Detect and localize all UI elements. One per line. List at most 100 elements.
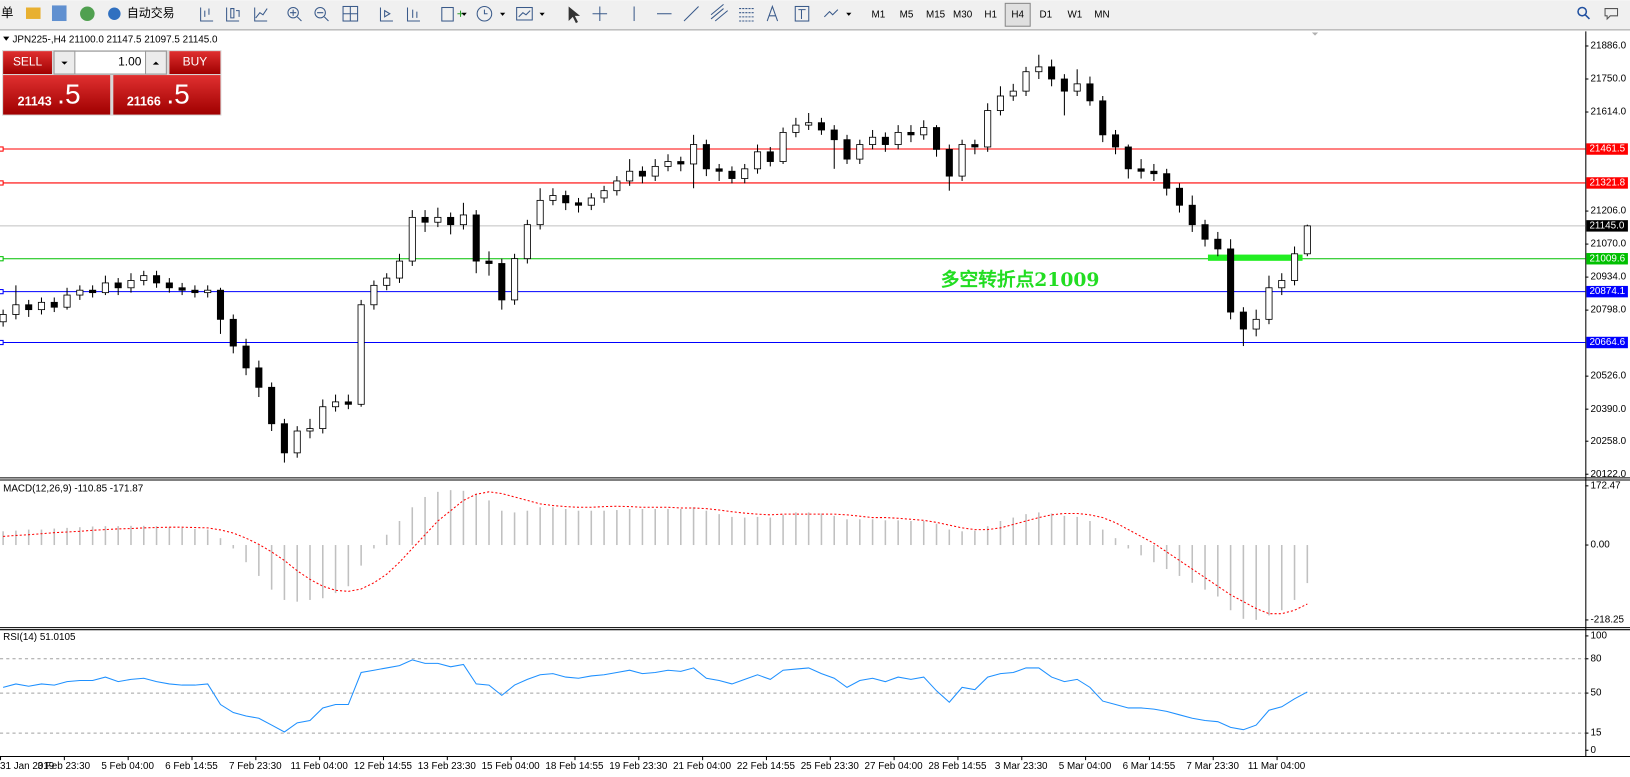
candle-body [587, 197, 595, 206]
y-tick-label: 20798.0 [1590, 305, 1626, 316]
toolbar-icons [200, 3, 839, 24]
icon[interactable] [406, 7, 420, 22]
macd-panel: MACD(12,26,9) -110.85 -171.87 172.47 0.00 -… [2, 480, 1624, 626]
icon[interactable] [314, 6, 326, 19]
timeframe-button[interactable]: W1 [1067, 9, 1082, 20]
icon[interactable] [516, 6, 533, 21]
chart-header: JPN225-,H4 21100.0 21147.5 21097.5 21145… [12, 34, 218, 45]
candle-body [25, 304, 33, 311]
timeframe-button[interactable]: H1 [984, 9, 997, 20]
auto-trading-icon[interactable] [108, 7, 121, 20]
candle-body [114, 282, 122, 289]
candle-body [1150, 170, 1158, 175]
candle-body [600, 190, 608, 199]
candle-body [1201, 224, 1209, 240]
buy-price-box[interactable] [113, 75, 221, 115]
timeframe-button[interactable]: M1 [872, 9, 886, 20]
sell-button[interactable] [3, 51, 52, 75]
dropdown[interactable] [846, 12, 852, 16]
level-label: 20664.6 [1589, 337, 1625, 348]
y-tick-label: 21886.0 [1590, 41, 1626, 52]
search-icon[interactable] [1577, 6, 1588, 17]
x-tick-label: 13 Feb 23:30 [418, 761, 477, 772]
icon[interactable] [51, 5, 67, 22]
candle-body [1035, 66, 1043, 73]
price-panel: 21886.0 21750.0 21614.0 21206.0 21070.0 20934… [0, 41, 1628, 480]
candle-body [319, 406, 327, 430]
candle-body [626, 170, 634, 182]
x-tick-label: 28 Feb 14:55 [928, 761, 987, 772]
timeframe-button[interactable]: H4 [1011, 9, 1024, 20]
sell-label[interactable]: SELL [13, 55, 43, 69]
icon[interactable] [739, 8, 754, 22]
icon[interactable] [287, 6, 299, 19]
icon[interactable] [710, 3, 729, 22]
candle-body [996, 95, 1004, 111]
dropdown[interactable] [539, 12, 545, 16]
candle-body [907, 131, 915, 136]
icon[interactable] [568, 6, 581, 24]
icon[interactable] [823, 9, 839, 18]
timeframe-button[interactable]: M30 [953, 9, 973, 20]
buy-price-fraction: .5 [166, 78, 189, 109]
icon[interactable] [254, 7, 268, 22]
y-tick-label: -218.25 [1590, 615, 1624, 626]
candle-body [984, 110, 992, 148]
candle-body [1163, 173, 1171, 189]
timeframe-button[interactable]: MN [1094, 9, 1109, 20]
chat-icon[interactable] [1604, 8, 1619, 21]
icon[interactable] [476, 5, 493, 22]
icon[interactable] [379, 7, 393, 22]
icon[interactable] [80, 6, 95, 22]
candle-body [370, 284, 378, 306]
candle-body [434, 216, 442, 223]
candle-body [357, 304, 365, 405]
x-tick-label: 27 Feb 04:00 [865, 761, 924, 772]
candle-body [920, 127, 928, 136]
y-tick-label: 0 [1590, 745, 1596, 756]
candle-body [715, 168, 723, 172]
candle-body [344, 401, 352, 405]
dropdown[interactable] [500, 12, 506, 16]
signal-line [3, 491, 1308, 615]
candle-body [101, 282, 109, 294]
sell-price: 21143 [18, 94, 52, 108]
icon[interactable] [25, 7, 41, 19]
x-tick-label: 5 Feb 04:00 [101, 761, 154, 772]
candle-body [677, 161, 685, 165]
icon[interactable] [683, 6, 699, 22]
candle-body [421, 216, 429, 223]
lot-value[interactable]: 1.00 [118, 55, 142, 69]
candle-body [50, 301, 58, 308]
icon[interactable] [200, 7, 214, 22]
timeframe-button[interactable]: M15 [926, 9, 946, 20]
y-tick-label: 172.47 [1590, 480, 1620, 491]
level-label-bg [1586, 143, 1628, 155]
icon[interactable] [441, 6, 454, 22]
x-tick-label: 25 Feb 23:30 [801, 761, 860, 772]
candle-body [306, 428, 314, 432]
candle-body [1048, 66, 1056, 80]
dropdown[interactable] [461, 12, 467, 16]
candle-body [728, 170, 736, 179]
symbol-arrow[interactable] [3, 36, 10, 41]
level-label: 21321.8 [1589, 178, 1625, 189]
icon[interactable] [592, 6, 608, 22]
icon[interactable] [226, 7, 240, 22]
timeframe-button[interactable]: M5 [900, 9, 914, 20]
icon[interactable] [794, 5, 810, 22]
menu-fragment[interactable]: 单 [1, 6, 13, 20]
buy-button[interactable] [169, 51, 221, 75]
sell-price-box[interactable] [3, 75, 111, 115]
icon[interactable] [766, 4, 779, 22]
candle-body [881, 136, 889, 145]
timeframe-button[interactable]: D1 [1039, 9, 1052, 20]
candle-body [843, 139, 851, 160]
candle-body [1227, 248, 1235, 313]
auto-trading[interactable]: 自动交易 [127, 5, 175, 20]
buy-label[interactable]: BUY [183, 55, 208, 69]
x-tick-label: 5 Mar 04:00 [1059, 761, 1112, 772]
candle-body [805, 122, 813, 126]
candle-body [856, 144, 864, 160]
